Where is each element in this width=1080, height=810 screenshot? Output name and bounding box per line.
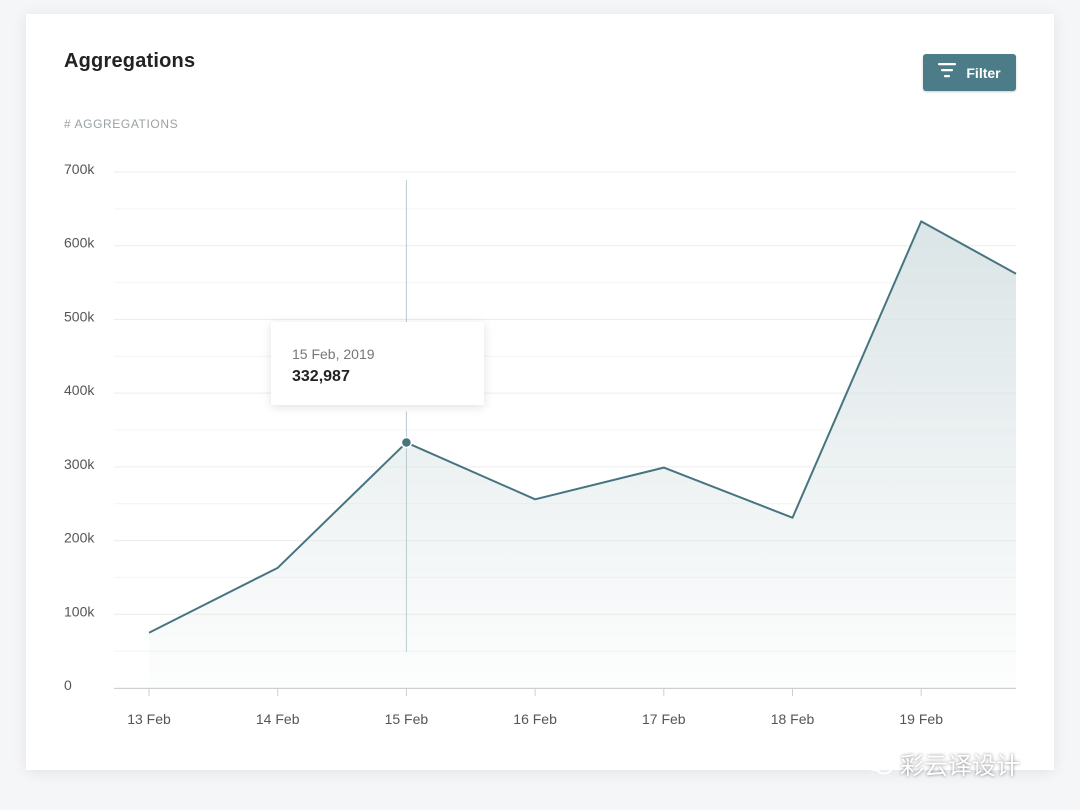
x-tick-label: 16 Feb <box>513 711 557 727</box>
tooltip-date: 15 Feb, 2019 <box>292 346 375 362</box>
tooltip-value: 332,987 <box>292 368 350 385</box>
watermark-text: 彩云译设计 <box>900 752 1020 780</box>
y-tick-label: 100k <box>64 603 95 619</box>
data-point[interactable] <box>918 218 924 224</box>
x-tick-label: 18 Feb <box>771 711 815 727</box>
x-tick-label: 19 Feb <box>899 711 943 727</box>
card-title: Aggregations <box>64 50 196 72</box>
x-tick-label: 15 Feb <box>385 711 429 727</box>
series-line <box>148 220 1017 634</box>
y-tick-label: 200k <box>64 530 95 546</box>
data-point[interactable] <box>532 496 538 502</box>
y-tick-label: 500k <box>64 308 95 324</box>
series-area <box>149 221 1016 689</box>
x-tick-label: 13 Feb <box>127 711 171 727</box>
metric-label: # AGGREGATIONS <box>64 117 179 131</box>
x-tick-label: 17 Feb <box>642 711 686 727</box>
y-tick-label: 300k <box>64 456 95 472</box>
data-point[interactable] <box>661 465 667 471</box>
y-tick-label: 700k <box>64 161 95 177</box>
wechat-icon <box>864 752 893 774</box>
filter-button-label: Filter <box>966 64 1001 81</box>
data-point[interactable] <box>790 515 796 521</box>
filter-icon <box>938 62 957 83</box>
data-point[interactable] <box>275 565 281 571</box>
data-point[interactable] <box>146 630 152 636</box>
tooltip-pointer <box>399 405 414 412</box>
filter-button[interactable]: Filter <box>923 54 1016 91</box>
x-tick-label: 14 Feb <box>256 711 300 727</box>
data-point[interactable] <box>1013 271 1019 277</box>
chart-tooltip: 15 Feb, 2019 332,987 <box>271 322 484 405</box>
watermark: 彩云译设计 <box>864 746 1020 781</box>
y-tick-label: 600k <box>64 235 95 251</box>
highlighted-data-point[interactable] <box>400 436 413 449</box>
y-tick-label: 400k <box>64 382 95 398</box>
y-tick-label: 0 <box>64 677 72 693</box>
